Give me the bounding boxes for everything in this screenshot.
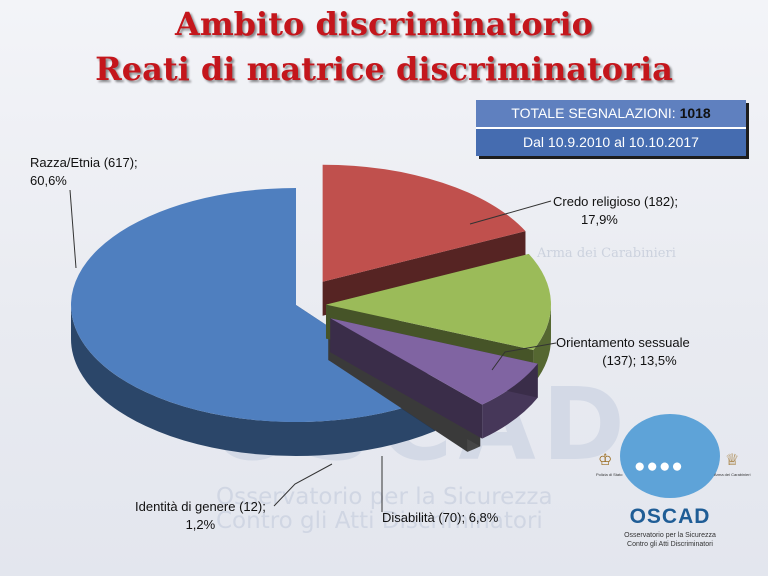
leader-line-credo xyxy=(469,200,552,225)
period-row: Dal 10.9.2010 al 10.10.2017 xyxy=(476,129,746,156)
slice-credo-top xyxy=(322,164,526,282)
oscad-logo: ●●●● ♔ ♕ Polizia di Stato Arma dei Carab… xyxy=(596,410,756,575)
carabinieri-crest-icon: ♕ xyxy=(725,452,740,469)
slice-orientamento-rim xyxy=(533,304,551,384)
label-razza: Razza/Etnia (617); 60,6% xyxy=(30,154,138,190)
slice-orientamento-top xyxy=(325,253,551,350)
slice-razza-rim xyxy=(71,305,436,456)
label-razza-line2: 60,6% xyxy=(30,173,67,188)
leader-line-identita xyxy=(273,463,333,507)
slice-disabilita-wall-1 xyxy=(330,318,483,439)
logo-circle xyxy=(620,414,720,498)
slice-disabilita-top xyxy=(330,318,538,405)
label-razza-line1: Razza/Etnia (617); xyxy=(30,155,138,170)
watermark-arma: Arma dei Carabinieri xyxy=(537,246,676,261)
watermark-line-1: Osservatorio per la Sicurezza xyxy=(216,484,553,510)
leader-line-razza xyxy=(69,189,77,269)
label-credo-line2: 17,9% xyxy=(581,212,618,227)
label-disabilita: Disabilità (70); 6,8% xyxy=(382,509,498,527)
logo-subtitle: Osservatorio per la Sicurezza Contro gli… xyxy=(610,531,730,549)
label-credo: Credo religioso (182); 17,9% xyxy=(553,193,678,229)
leader-line-orientamento xyxy=(491,342,557,371)
slice-disabilita xyxy=(330,318,538,439)
label-orientamento-line1: Orientamento sessuale xyxy=(556,335,690,350)
logo-brand: OSCAD xyxy=(629,505,711,528)
label-disabilita-line1: Disabilità (70); 6,8% xyxy=(382,510,499,525)
totals-label: TOTALE SEGNALAZIONI: xyxy=(511,105,676,121)
period-text: Dal 10.9.2010 al 10.10.2017 xyxy=(523,134,699,150)
totals-value: 1018 xyxy=(679,105,711,121)
watermark-line-2: Contro gli Atti Discriminatori xyxy=(216,508,543,534)
logo-subtitle-line2: Contro gli Atti Discriminatori xyxy=(627,541,713,548)
label-identita-line1: Identità di genere (12); xyxy=(135,499,266,514)
logo-subtitle-line1: Osservatorio per la Sicurezza xyxy=(624,532,716,539)
totals-row: TOTALE SEGNALAZIONI: 1018 xyxy=(476,100,746,129)
label-credo-line1: Credo religioso (182); xyxy=(553,194,679,209)
label-orientamento-line2: (137); 13,5% xyxy=(602,353,677,368)
page-title: Ambito discriminatorio xyxy=(174,5,594,43)
people-icon: ●●●● xyxy=(634,456,684,477)
label-identita-line2: 1,2% xyxy=(185,517,216,532)
label-identita: Identità di genere (12); 1,2% xyxy=(135,498,266,534)
totals-box: TOTALE SEGNALAZIONI: 1018 Dal 10.9.2010 … xyxy=(476,100,746,156)
label-orientamento: Orientamento sessuale (137); 13,5% xyxy=(556,334,690,370)
police-caption: Polizia di Stato xyxy=(596,472,623,477)
page-subtitle: Reati di matrice discriminatoria xyxy=(95,50,673,88)
carabinieri-caption: Arma dei Carabinieri xyxy=(714,472,751,477)
police-crest-icon: ♔ xyxy=(598,452,613,469)
